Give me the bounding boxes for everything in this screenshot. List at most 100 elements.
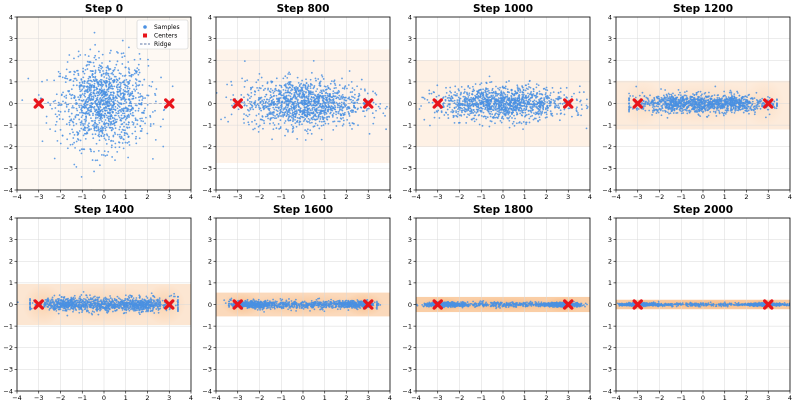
sample-point: [284, 75, 287, 78]
sample-point: [92, 70, 94, 72]
sample-point: [290, 123, 293, 126]
sample-point: [109, 126, 112, 129]
sample-point: [93, 82, 96, 85]
sample-point: [78, 81, 81, 84]
sample-point: [280, 106, 282, 109]
sample-point: [637, 108, 640, 110]
sample-point: [93, 108, 96, 111]
sample-point: [128, 98, 130, 100]
sample-point: [98, 135, 101, 138]
sample-point: [258, 72, 261, 75]
sample-point: [500, 108, 503, 111]
sample-point: [340, 114, 343, 117]
sample-point: [84, 101, 87, 103]
sample-point: [325, 102, 328, 104]
sample-point: [473, 114, 476, 117]
sample-point: [65, 103, 68, 106]
sample-point: [117, 52, 119, 54]
sample-point: [310, 117, 313, 120]
sample-point: [312, 104, 315, 107]
sample-point: [267, 88, 269, 91]
sample-point: [494, 107, 497, 109]
sample-point: [309, 90, 312, 93]
y-tick-label: 3: [408, 35, 412, 43]
sample-point: [524, 84, 527, 87]
sample-point: [116, 100, 119, 103]
sample-point: [508, 80, 510, 82]
sample-point: [313, 85, 316, 87]
sample-point: [462, 95, 465, 98]
sample-point: [100, 119, 102, 121]
sample-point: [353, 102, 356, 105]
y-tick-label: −1: [402, 121, 412, 129]
sample-point: [528, 117, 531, 120]
sample-point: [750, 97, 753, 100]
sample-point: [481, 107, 484, 110]
sample-point: [133, 88, 135, 91]
sample-point: [544, 92, 547, 94]
sample-point: [670, 93, 673, 96]
sample-point: [289, 107, 291, 110]
sample-point: [291, 98, 293, 101]
sample-point: [270, 99, 273, 102]
sample-point: [497, 87, 499, 90]
y-tick-label: 3: [208, 35, 212, 43]
sample-point: [308, 120, 310, 123]
sample-point: [268, 100, 270, 103]
sample-point: [775, 107, 778, 110]
sample-point: [304, 113, 306, 116]
sample-point: [309, 122, 311, 124]
sample-point: [307, 93, 310, 96]
sample-point: [301, 96, 304, 99]
sample-point: [539, 110, 542, 113]
sample-point: [108, 78, 111, 81]
sample-point: [455, 111, 458, 114]
sample-point: [330, 109, 333, 112]
sample-point: [104, 109, 107, 112]
sample-point: [481, 92, 484, 95]
sample-point: [249, 107, 252, 109]
sample-point: [87, 77, 90, 80]
sample-point: [102, 92, 105, 94]
sample-point: [452, 114, 455, 117]
sample-point: [454, 91, 457, 94]
sample-point: [90, 79, 92, 82]
sample-point: [115, 63, 118, 66]
sample-point: [300, 96, 303, 99]
sample-point: [549, 92, 552, 94]
sample-point: [253, 119, 256, 122]
sample-point: [559, 87, 562, 90]
sample-point: [295, 104, 297, 107]
sample-point: [531, 109, 534, 112]
sample-point: [458, 89, 460, 92]
sample-point: [112, 94, 115, 97]
sample-point: [535, 105, 537, 108]
sample-point: [120, 114, 123, 117]
sample-point: [676, 106, 679, 109]
sample-point: [84, 126, 87, 129]
sample-point: [125, 110, 128, 113]
sample-point: [326, 92, 329, 95]
sample-point: [114, 95, 117, 98]
sample-point: [325, 98, 328, 101]
sample-point: [82, 124, 85, 127]
sample-point: [535, 93, 538, 96]
sample-point: [77, 50, 80, 53]
sample-point: [135, 104, 138, 107]
sample-point: [72, 80, 75, 83]
sample-point: [469, 100, 471, 103]
sample-point: [326, 118, 329, 121]
sample-point: [79, 139, 82, 142]
sample-point: [88, 122, 90, 125]
sample-point: [77, 132, 80, 135]
sample-point: [262, 89, 265, 91]
sample-point: [141, 99, 144, 101]
sample-point: [503, 100, 506, 103]
sample-point: [327, 87, 330, 89]
sample-point: [515, 111, 518, 114]
sample-point: [96, 105, 99, 108]
sample-point: [292, 114, 295, 117]
sample-point: [281, 101, 284, 104]
sample-point: [310, 104, 313, 107]
sample-point: [514, 97, 517, 99]
